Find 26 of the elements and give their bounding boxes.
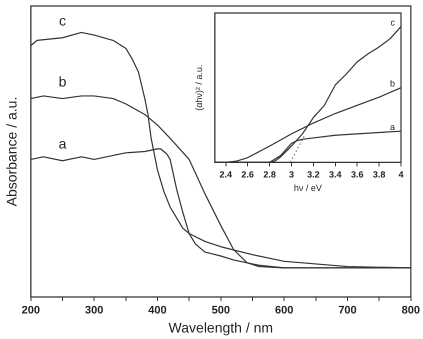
x-axis-title: Wavelength / nm <box>168 319 274 336</box>
x-tick-label: 700 <box>338 304 357 317</box>
x-tick-label: 3.8 <box>372 169 386 180</box>
series-label: a <box>58 136 67 152</box>
y-axis-title: (αhν)² / a.u. <box>194 64 204 111</box>
x-tick-label: 2.6 <box>241 169 254 180</box>
x-tick-label: 400 <box>148 304 167 317</box>
x-tick-label: 3.2 <box>307 169 320 180</box>
x-tick-label: 3.4 <box>329 169 342 180</box>
x-tick-label: 800 <box>402 304 420 317</box>
x-tick-label: 3 <box>288 169 294 180</box>
x-axis-title: hν / eV <box>294 183 322 194</box>
x-tick-label: 2.4 <box>219 169 232 180</box>
x-tick-label: 500 <box>212 304 230 317</box>
x-tick-label: 200 <box>22 304 40 317</box>
x-tick-label: 2.8 <box>263 169 276 180</box>
x-tick-label: 600 <box>274 304 294 317</box>
series-label: b <box>390 78 395 89</box>
series-label: c <box>390 18 396 28</box>
x-tick-label: 300 <box>84 304 104 317</box>
y-axis-title: Absorbance / a.u. <box>3 96 20 206</box>
series-label: a <box>390 122 395 132</box>
series-label: b <box>58 73 67 90</box>
x-tick-label: 4 <box>398 169 404 180</box>
series-label: c <box>58 12 66 29</box>
x-tick-label: 3.6 <box>350 169 364 180</box>
